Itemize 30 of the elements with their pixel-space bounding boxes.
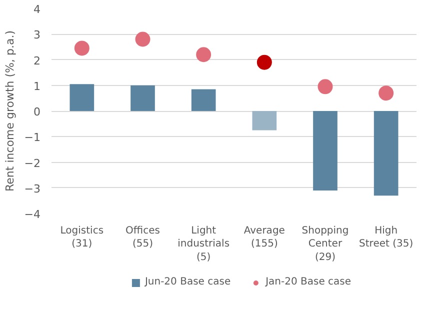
y-tick-label: −3: [24, 182, 41, 196]
point: [135, 32, 150, 47]
bar: [70, 84, 94, 111]
x-tick-label: Shopping Center (29): [302, 226, 349, 263]
y-axis-title: Rent income growth (%, p.a.): [3, 30, 16, 192]
point: [196, 47, 212, 62]
y-tick-label: 4: [34, 3, 40, 16]
x-tick-label: High Street (35): [359, 226, 414, 250]
legend-label: Jan-20 Base case: [266, 276, 352, 288]
point: [256, 54, 272, 70]
legend-label: Jun-20 Base case: [144, 276, 231, 288]
bar: [252, 111, 277, 130]
point: [74, 40, 90, 56]
point: [318, 79, 333, 94]
y-tick-label: 2: [34, 54, 40, 68]
y-tick-label: 3: [34, 28, 40, 42]
x-tick-label: Logistics (31): [60, 226, 104, 250]
x-tick-label: Offices (55): [126, 226, 160, 250]
y-tick-label: −4: [24, 208, 41, 221]
y-tick-label: 0: [34, 106, 40, 118]
y-tick-label: −1: [24, 131, 41, 144]
y-tick-label: −2: [24, 156, 41, 170]
bar: [313, 111, 338, 190]
y-tick-label: 1: [34, 80, 40, 93]
point: [378, 86, 394, 101]
bar: [130, 85, 155, 111]
x-tick-label: Light industrials (5): [178, 226, 230, 263]
bar: [191, 89, 216, 111]
x-tick-label: Average (155): [244, 226, 285, 250]
bar: [374, 111, 398, 196]
